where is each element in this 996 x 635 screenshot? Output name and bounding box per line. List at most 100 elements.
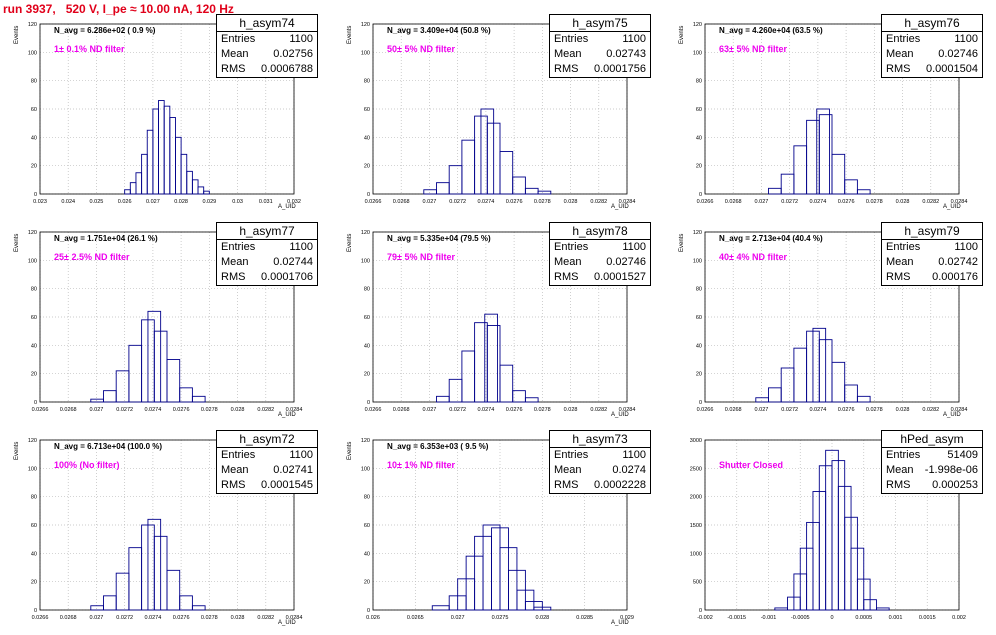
stats-value: 0.0006788 — [261, 63, 313, 75]
histogram-bin — [875, 607, 890, 611]
y-tick-label: 120 — [361, 438, 370, 444]
x-axis-label: A_UID — [278, 412, 296, 418]
y-tick-label: 60 — [31, 523, 37, 529]
stats-row: Mean 0.02743 — [550, 47, 650, 62]
x-tick-label: 0.027 — [423, 199, 437, 205]
x-tick-label: 0.0268 — [393, 199, 410, 205]
y-tick-label: 100 — [28, 466, 37, 472]
x-tick-label: 0.0274 — [477, 199, 494, 205]
histogram-bin — [103, 595, 117, 611]
stats-label: Mean — [886, 256, 914, 268]
stats-value: 0.02746 — [606, 256, 646, 268]
histogram-bin — [816, 108, 830, 195]
n-avg-label: N_avg = 3.409e+04 (50.8 %) — [387, 26, 491, 35]
x-tick-label: 0.025 — [90, 199, 104, 205]
histogram-bin — [448, 378, 463, 403]
stats-row: Entries 1100 — [550, 32, 650, 47]
y-tick-label: 40 — [364, 135, 370, 141]
stats-value: 1100 — [289, 241, 313, 253]
y-tick-label: 20 — [696, 372, 702, 378]
histogram-bin — [128, 547, 143, 611]
filter-label: 50± 5% ND filter — [387, 44, 455, 54]
stats-label: Entries — [221, 33, 256, 45]
y-tick-label: 120 — [361, 230, 370, 236]
histogram-bin — [512, 176, 526, 195]
run-header: run 3937, 520 V, I_pe ≈ 10.00 nA, 120 Hz — [3, 2, 234, 16]
stats-title: h_asym73 — [550, 431, 650, 448]
x-tick-label: 0.0276 — [506, 407, 523, 413]
x-tick-label: 0.0282 — [922, 407, 939, 413]
x-tick-label: 0.0268 — [725, 407, 742, 413]
y-axis-label: Events — [347, 233, 353, 252]
histogram-plot: 0.026 0.0265 0.027 0.0275 0.028 0.0285 0.029 0 2… — [361, 438, 634, 621]
histogram-plot: 0.0266 0.0268 0.027 0.0272 0.0274 0.0276 0.027… — [28, 438, 303, 621]
histogram-bin — [768, 387, 782, 403]
stats-label: Entries — [554, 33, 589, 45]
stats-row: Mean 0.02746 — [882, 47, 982, 62]
histogram-bin — [431, 605, 450, 611]
stats-label: Entries — [221, 449, 256, 461]
stats-label: RMS — [221, 479, 246, 491]
stats-label: RMS — [221, 271, 246, 283]
stats-value: 0.0001527 — [594, 271, 646, 283]
filter-label: 10± 1% ND filter — [387, 460, 455, 470]
x-tick-label: 0.0272 — [449, 407, 466, 413]
x-tick-label: 0.0268 — [725, 199, 742, 205]
y-tick-label: 80 — [364, 495, 370, 501]
filter-label: 40± 4% ND filter — [719, 252, 787, 262]
stats-label: Mean — [221, 464, 249, 476]
y-tick-label: 100 — [361, 258, 370, 264]
x-axis-label: A_UID — [943, 204, 961, 210]
y-tick-label: 40 — [364, 343, 370, 349]
stats-row: Mean 0.02756 — [217, 47, 317, 62]
stats-box: h_asym75 Entries 1100 Mean 0.02743 RMS 0.00017… — [549, 14, 651, 78]
x-tick-label: 0.0274 — [477, 407, 494, 413]
histogram-plot: 0.023 0.024 0.025 0.026 0.027 0.028 0.029 0.03 0… — [28, 22, 301, 205]
x-tick-label: 0.027 — [90, 407, 104, 413]
histogram-plot: 0.0266 0.0268 0.027 0.0272 0.0274 0.0276 0.027… — [693, 22, 968, 205]
y-tick-label: 120 — [693, 230, 702, 236]
y-tick-label: 40 — [364, 551, 370, 557]
histogram-plot: -0.002 -0.0015 -0.001 -0.0005 0 0.0005 0.001 0.… — [690, 438, 966, 621]
x-tick-label: 0.001 — [889, 615, 903, 621]
stats-label: Entries — [886, 33, 921, 45]
histogram-bin — [818, 114, 833, 195]
histogram-bin — [135, 172, 143, 195]
stats-value: 0.000176 — [932, 271, 978, 283]
y-tick-label: 500 — [693, 580, 702, 586]
x-tick-label: 0.026 — [118, 199, 132, 205]
stats-label: Mean — [221, 48, 249, 60]
y-tick-label: 40 — [31, 343, 37, 349]
histogram-bin — [448, 165, 463, 195]
y-axis-label: Events — [347, 25, 353, 44]
y-tick-label: 60 — [364, 523, 370, 529]
x-tick-label: 0.027 — [90, 615, 104, 621]
histogram-plot: 0.0266 0.0268 0.027 0.0272 0.0274 0.0276 0.027… — [693, 230, 968, 413]
stats-label: Entries — [886, 449, 921, 461]
y-tick-label: 80 — [31, 79, 37, 85]
stats-title: h_asym79 — [882, 223, 982, 240]
x-tick-label: 0.0268 — [60, 407, 77, 413]
histogram-bin — [203, 190, 210, 195]
y-tick-label: 20 — [31, 164, 37, 170]
x-tick-label: 0.0272 — [116, 407, 133, 413]
histogram-panel-h_asym74: 0.023 0.024 0.025 0.026 0.027 0.028 0.029 0.03 0… — [0, 14, 330, 219]
x-tick-label: -0.0015 — [727, 615, 746, 621]
stats-row: Mean -1.998e-06 — [882, 463, 982, 478]
filter-label: 100% (No filter) — [54, 460, 120, 470]
y-tick-label: 40 — [696, 135, 702, 141]
histogram-bin — [863, 599, 877, 611]
histogram-bin — [163, 105, 171, 195]
histogram-bin — [197, 186, 205, 195]
histogram-bin — [499, 364, 514, 403]
stats-row: RMS 0.000253 — [882, 478, 982, 493]
stats-title: hPed_asym — [882, 431, 982, 448]
stats-row: RMS 0.0002228 — [550, 478, 650, 493]
x-tick-label: 0.026 — [366, 615, 380, 621]
histogram-bin — [856, 395, 871, 403]
y-tick-label: 40 — [696, 343, 702, 349]
x-tick-label: 0.0266 — [697, 199, 714, 205]
histogram-bin — [179, 595, 193, 611]
histogram-bin — [191, 605, 206, 611]
n-avg-label: N_avg = 2.713e+04 (40.4 %) — [719, 234, 823, 243]
